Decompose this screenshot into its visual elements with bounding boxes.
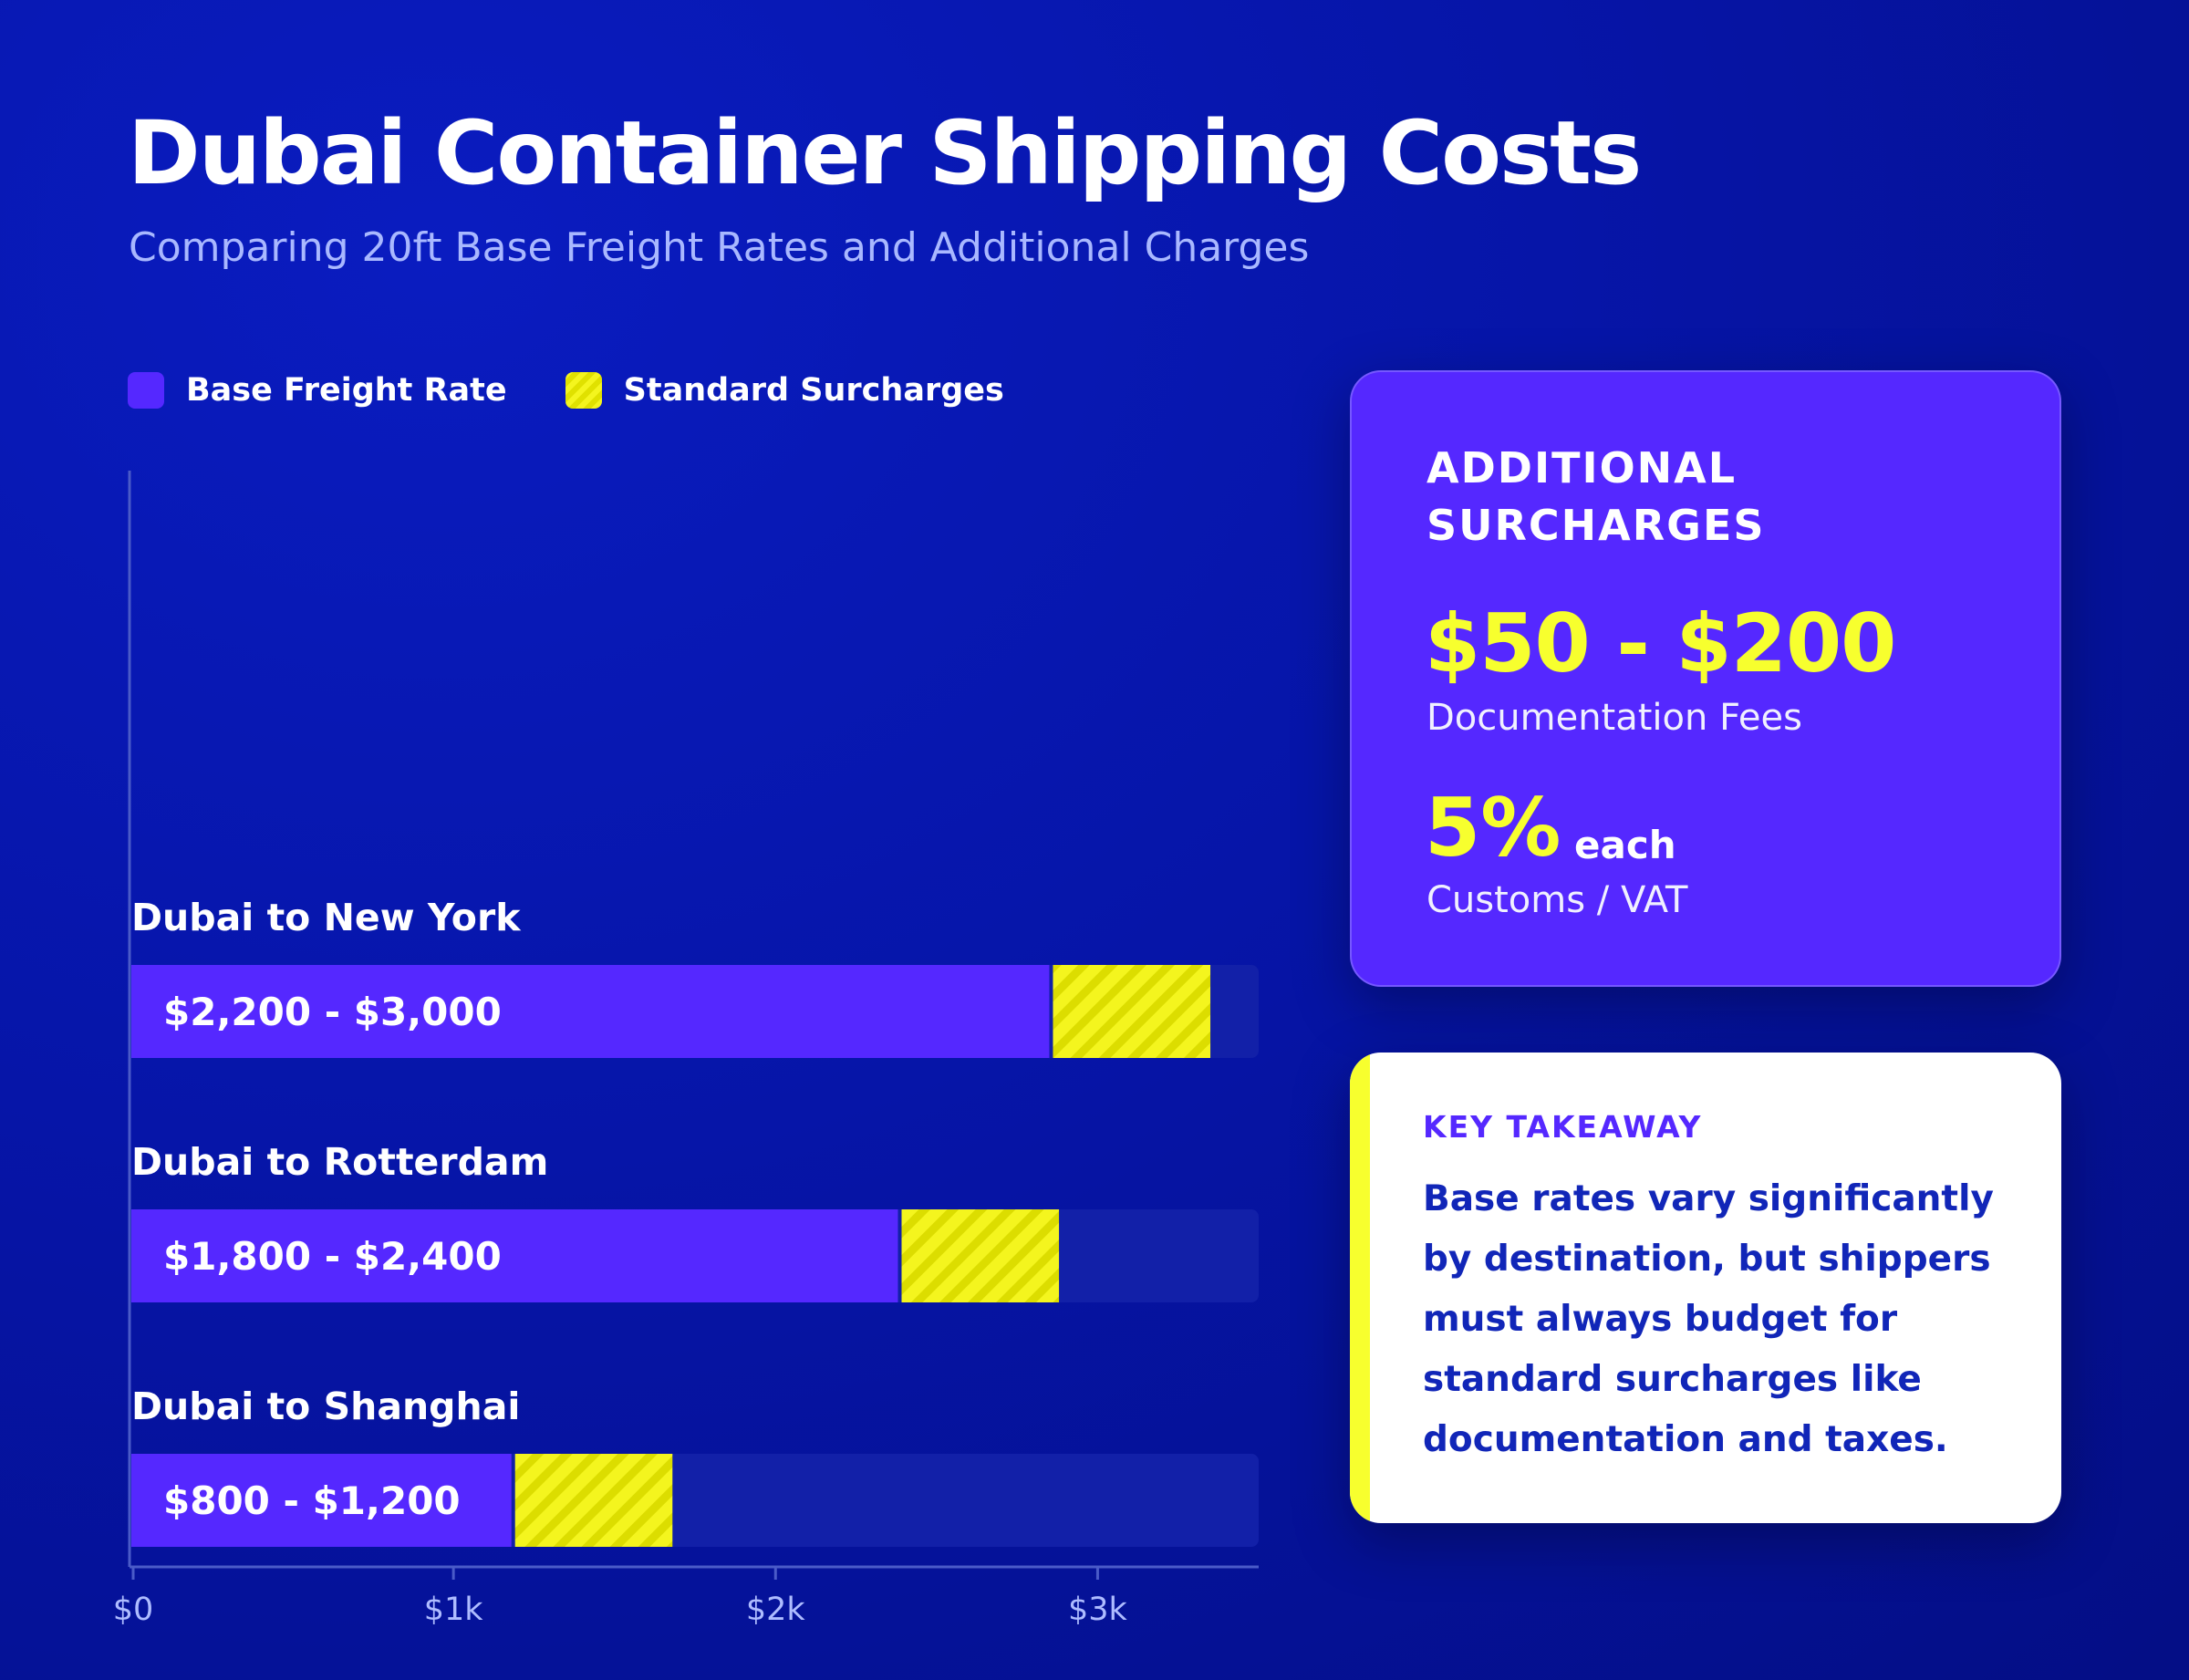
- key-takeaway-card: KEY TAKEAWAY Base rates vary significant…: [1350, 1053, 2061, 1523]
- legend-item-base: Base Freight Rate: [128, 372, 507, 409]
- base-rate-bar: [131, 1454, 512, 1547]
- legend-swatch-base: [128, 372, 164, 409]
- category-label: Dubai to New York: [131, 896, 522, 939]
- category-label: Dubai to Rotterdam: [131, 1140, 548, 1184]
- x-tick-label: $3k: [1068, 1592, 1128, 1628]
- surcharge-bar: [514, 1454, 673, 1547]
- legend-item-surcharge: Standard Surcharges: [565, 372, 1004, 409]
- takeaway-accent-bar: [1350, 1053, 1370, 1523]
- documentation-fee-label: Documentation Fees: [1426, 697, 1802, 739]
- legend-label-surcharge: Standard Surcharges: [623, 372, 1004, 409]
- chart-legend: Base Freight Rate Standard Surcharges: [128, 372, 1063, 409]
- chart-subtitle: Comparing 20ft Base Freight Rates and Ad…: [129, 224, 1310, 271]
- x-tick-label: $2k: [746, 1592, 806, 1628]
- bar-value-label: $800 - $1,200: [163, 1478, 461, 1523]
- x-tick-label: $1k: [424, 1592, 484, 1628]
- surcharges-panel: ADDITIONAL SURCHARGES $50 - $200 Documen…: [1350, 370, 2061, 987]
- bar-chart: Dubai to New York $2,200 - $3,000 Dubai to…: [113, 471, 1259, 1628]
- surcharge-bar: [901, 1209, 1060, 1302]
- legend-label-base: Base Freight Rate: [186, 372, 507, 409]
- base-rate-bar: [131, 1209, 898, 1302]
- customs-vat-unit: each: [1574, 823, 1676, 867]
- customs-vat-label: Customs / VAT: [1426, 879, 1688, 921]
- surcharge-bar: [1053, 965, 1211, 1058]
- bar-value-label: $1,800 - $2,400: [163, 1234, 502, 1279]
- customs-vat-value: 5%: [1425, 781, 1561, 875]
- panel-heading: ADDITIONAL SURCHARGES: [1426, 443, 1766, 551]
- legend-swatch-surcharge: [565, 372, 602, 409]
- takeaway-label: KEY TAKEAWAY: [1423, 1109, 1703, 1145]
- category-label: Dubai to Shanghai: [131, 1384, 520, 1428]
- chart-title: Dubai Container Shipping Costs: [128, 102, 1642, 204]
- base-rate-bar: [131, 965, 1050, 1058]
- takeaway-text: Base rates vary significantly by destina…: [1423, 1178, 1994, 1460]
- documentation-fee-value: $50 - $200: [1425, 596, 1896, 690]
- x-tick-label: $0: [113, 1592, 154, 1628]
- bar-value-label: $2,200 - $3,000: [163, 990, 502, 1034]
